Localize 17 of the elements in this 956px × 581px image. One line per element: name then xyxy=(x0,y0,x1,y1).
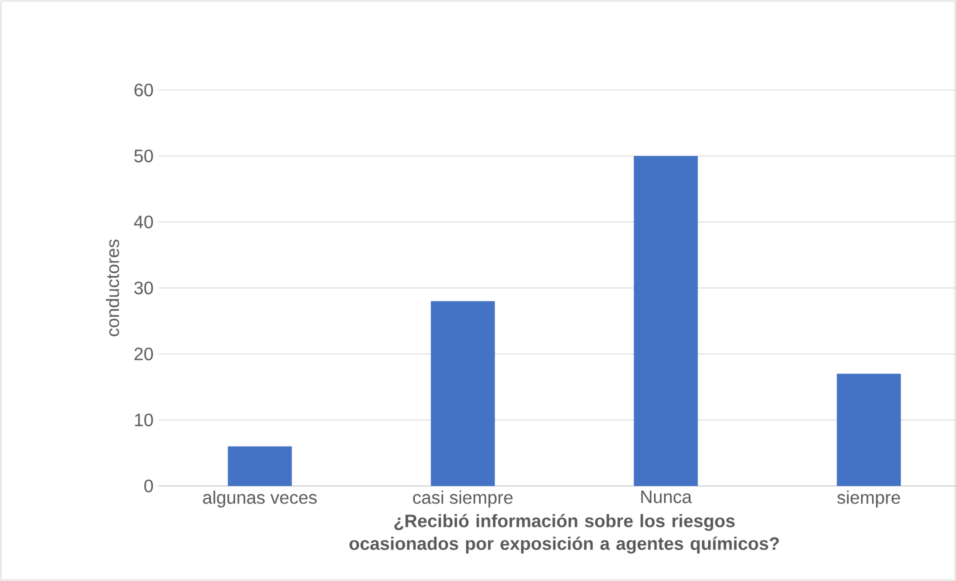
y-tick-label: 60 xyxy=(134,84,153,96)
y-axis-title: conductores xyxy=(106,240,120,336)
bar xyxy=(430,301,495,486)
bar xyxy=(228,446,292,486)
bar xyxy=(634,156,698,486)
y-tick-label: 30 xyxy=(134,282,153,294)
x-tick-label: algunas veces xyxy=(203,490,317,508)
y-tick-label: 40 xyxy=(134,216,153,228)
x-axis-title: ¿Recibió información sobre los riesgos ocasionados por exposición a agentes químicos? xyxy=(350,514,779,554)
x-tick-label: Nunca xyxy=(641,490,692,504)
y-tick-label: 50 xyxy=(134,150,153,162)
y-tick-label: 10 xyxy=(134,414,153,426)
x-tick-label: siempre xyxy=(837,490,900,508)
x-tick-label: casi siempre xyxy=(413,490,513,508)
y-tick-label: 0 xyxy=(144,480,153,492)
y-tick-label: 20 xyxy=(134,348,153,360)
bar xyxy=(836,374,901,486)
